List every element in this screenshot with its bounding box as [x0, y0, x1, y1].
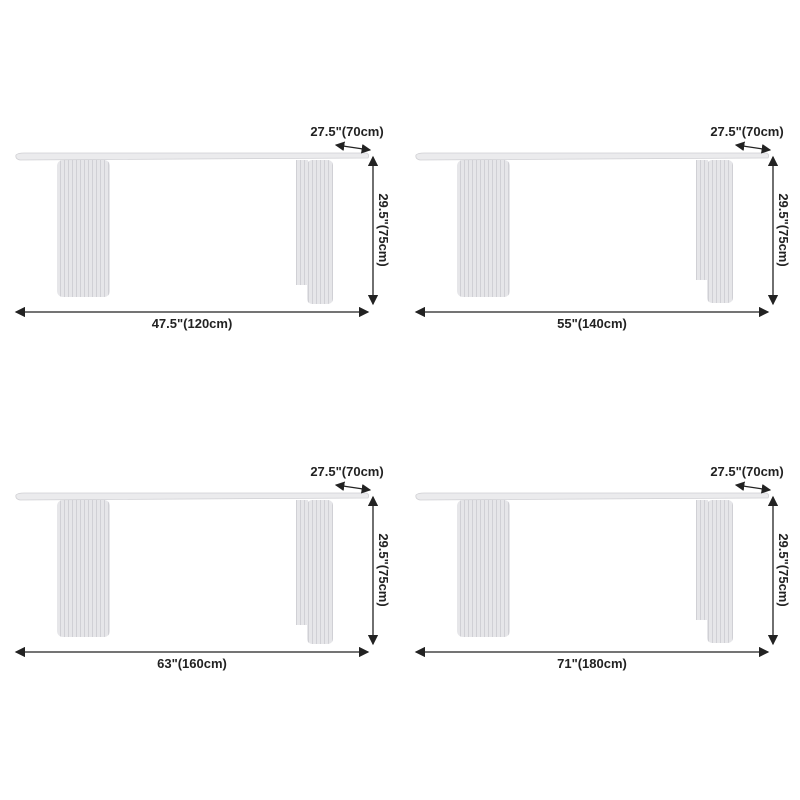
depth-dimension-arrow	[334, 141, 372, 154]
width-label: 63"(160cm)	[157, 656, 227, 671]
table-panel: 71"(180cm) 27.5"(70cm) 29.5"(75cm)	[414, 464, 791, 671]
right-front-leg	[307, 500, 333, 644]
depth-dimension-arrow	[734, 141, 772, 154]
depth-dimension-arrow	[334, 481, 372, 494]
width-label: 47.5"(120cm)	[152, 316, 233, 331]
table-panel: 55"(140cm) 27.5"(70cm) 29.5"(75cm)	[414, 124, 791, 331]
height-label: 29.5"(75cm)	[376, 193, 391, 266]
table-top	[415, 152, 770, 161]
depth-dimension-arrow	[734, 481, 772, 494]
depth-label: 27.5"(70cm)	[710, 464, 783, 479]
right-front-leg	[307, 160, 333, 304]
depth-label: 27.5"(70cm)	[310, 464, 383, 479]
height-label: 29.5"(75cm)	[776, 193, 791, 266]
left-pedestal-leg	[57, 500, 110, 637]
table-top	[15, 492, 370, 501]
table-panel: 47.5"(120cm) 27.5"(70cm) 29.5"(75cm)	[14, 124, 391, 331]
right-back-leg	[696, 500, 708, 620]
left-pedestal-leg	[57, 160, 110, 297]
table-panel: 63"(160cm) 27.5"(70cm) 29.5"(75cm)	[14, 464, 391, 671]
left-pedestal-leg	[457, 160, 510, 297]
height-label: 29.5"(75cm)	[776, 533, 791, 606]
table-top	[15, 152, 370, 161]
width-label: 55"(140cm)	[557, 316, 627, 331]
right-back-leg	[296, 500, 308, 625]
depth-label: 27.5"(70cm)	[310, 124, 383, 139]
right-front-leg	[707, 160, 733, 303]
depth-label: 27.5"(70cm)	[710, 124, 783, 139]
left-pedestal-leg	[457, 500, 510, 637]
right-back-leg	[296, 160, 308, 285]
right-front-leg	[707, 500, 733, 643]
table-top	[415, 492, 770, 501]
width-label: 71"(180cm)	[557, 656, 627, 671]
height-label: 29.5"(75cm)	[376, 533, 391, 606]
right-back-leg	[696, 160, 708, 280]
